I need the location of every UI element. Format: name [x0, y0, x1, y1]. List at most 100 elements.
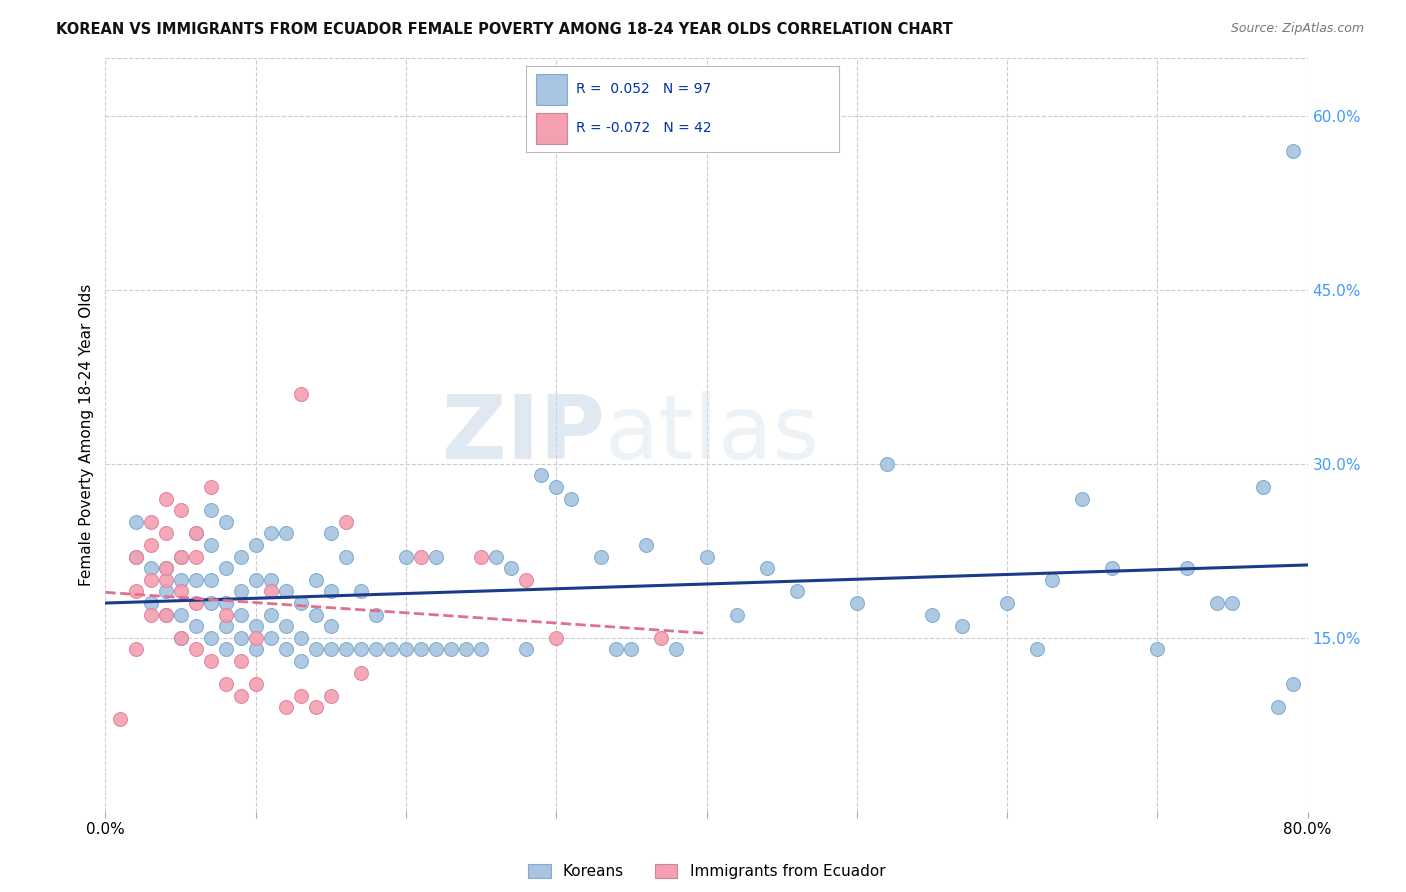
Point [454, 642, 477, 657]
Point [560, 491, 582, 506]
Point [169, 549, 191, 564]
Point [184, 596, 207, 610]
Point [155, 573, 177, 587]
Point [665, 642, 688, 657]
Point [319, 526, 342, 541]
Point [229, 654, 252, 668]
Point [155, 561, 177, 575]
Point [995, 596, 1018, 610]
Point [305, 607, 328, 622]
Point [290, 689, 312, 703]
Point [184, 642, 207, 657]
Point [155, 526, 177, 541]
Point [274, 619, 297, 633]
Point [290, 631, 312, 645]
Point [169, 631, 191, 645]
Point [274, 700, 297, 714]
Point [290, 654, 312, 668]
Point [845, 596, 868, 610]
Point [921, 607, 943, 622]
Point [725, 607, 748, 622]
Point [229, 607, 252, 622]
Text: atlas: atlas [605, 392, 820, 478]
Point [124, 549, 146, 564]
Point [200, 480, 222, 494]
Point [350, 584, 373, 599]
Point [245, 619, 267, 633]
Point [200, 538, 222, 552]
Point [364, 642, 387, 657]
Point [200, 573, 222, 587]
Point [950, 619, 973, 633]
Point [184, 573, 207, 587]
Point [184, 619, 207, 633]
Point [546, 480, 568, 494]
Point [124, 642, 146, 657]
Point [214, 677, 236, 691]
Point [274, 584, 297, 599]
Point [169, 549, 191, 564]
Point [501, 561, 523, 575]
Point [200, 631, 222, 645]
Point [139, 596, 162, 610]
Point [515, 642, 537, 657]
Point [319, 619, 342, 633]
Point [1281, 677, 1303, 691]
Point [155, 584, 177, 599]
Point [409, 549, 432, 564]
Point [139, 607, 162, 622]
Point [110, 712, 132, 726]
Point [155, 607, 177, 622]
Point [155, 491, 177, 506]
Legend: Koreans, Immigrants from Ecuador: Koreans, Immigrants from Ecuador [527, 864, 886, 880]
Point [319, 689, 342, 703]
Point [1175, 561, 1198, 575]
Point [139, 538, 162, 552]
Point [1071, 491, 1094, 506]
Point [425, 549, 447, 564]
Point [290, 387, 312, 401]
Point [214, 596, 236, 610]
Point [1281, 144, 1303, 158]
Point [124, 584, 146, 599]
Point [214, 642, 236, 657]
Point [155, 607, 177, 622]
Point [1026, 642, 1049, 657]
Point [305, 642, 328, 657]
Point [1222, 596, 1244, 610]
Point [755, 561, 778, 575]
Point [139, 561, 162, 575]
Point [786, 584, 808, 599]
Point [229, 584, 252, 599]
Point [139, 573, 162, 587]
Point [139, 515, 162, 529]
Y-axis label: Female Poverty Among 18-24 Year Olds: Female Poverty Among 18-24 Year Olds [79, 284, 94, 586]
Point [335, 642, 357, 657]
Point [485, 549, 508, 564]
Point [245, 677, 267, 691]
Point [425, 642, 447, 657]
Point [214, 607, 236, 622]
Point [214, 619, 236, 633]
Point [470, 549, 492, 564]
Point [214, 515, 236, 529]
Point [214, 561, 236, 575]
Point [350, 642, 373, 657]
Point [636, 538, 658, 552]
Point [260, 573, 283, 587]
Point [1040, 573, 1063, 587]
Point [530, 468, 553, 483]
Point [260, 607, 283, 622]
Point [335, 515, 357, 529]
Text: ZIP: ZIP [441, 392, 605, 478]
Point [260, 631, 283, 645]
Point [169, 607, 191, 622]
Point [350, 665, 373, 680]
Point [124, 549, 146, 564]
Point [245, 573, 267, 587]
Point [184, 526, 207, 541]
Point [620, 642, 643, 657]
Point [876, 457, 898, 471]
Point [1101, 561, 1123, 575]
Point [470, 642, 492, 657]
